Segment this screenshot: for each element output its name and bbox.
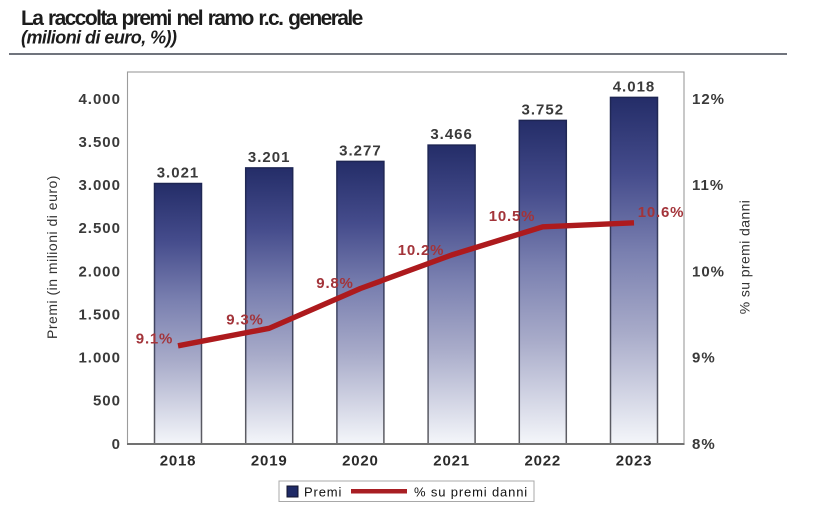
svg-text:1.000: 1.000 bbox=[78, 350, 121, 367]
svg-text:12%: 12% bbox=[692, 91, 725, 108]
svg-text:2021: 2021 bbox=[433, 453, 470, 470]
svg-text:La raccolta premi nel ramo r.c: La raccolta premi nel ramo r.c. generale bbox=[21, 7, 363, 30]
svg-text:4.018: 4.018 bbox=[613, 78, 656, 95]
svg-text:3.752: 3.752 bbox=[522, 101, 565, 118]
svg-text:10.6%: 10.6% bbox=[638, 204, 685, 221]
svg-text:9%: 9% bbox=[692, 350, 716, 367]
svg-text:2.500: 2.500 bbox=[78, 220, 121, 237]
svg-text:3.466: 3.466 bbox=[430, 126, 473, 143]
svg-text:10.2%: 10.2% bbox=[398, 242, 445, 259]
svg-text:3.500: 3.500 bbox=[78, 134, 121, 151]
svg-text:3.000: 3.000 bbox=[78, 177, 121, 194]
svg-text:2022: 2022 bbox=[525, 453, 562, 470]
svg-text:2018: 2018 bbox=[160, 453, 197, 470]
svg-text:Premi (in milioni di euro): Premi (in milioni di euro) bbox=[44, 175, 60, 339]
svg-text:4.000: 4.000 bbox=[78, 91, 121, 108]
svg-text:3.277: 3.277 bbox=[339, 142, 382, 159]
svg-text:9.3%: 9.3% bbox=[226, 312, 263, 329]
svg-text:10%: 10% bbox=[692, 263, 725, 280]
svg-text:10.5%: 10.5% bbox=[489, 208, 536, 225]
svg-text:9.1%: 9.1% bbox=[136, 331, 173, 348]
svg-text:2019: 2019 bbox=[251, 453, 288, 470]
svg-text:11%: 11% bbox=[692, 177, 724, 194]
svg-text:% su premi danni: % su premi danni bbox=[414, 485, 528, 500]
svg-text:500: 500 bbox=[93, 393, 121, 410]
svg-text:3.201: 3.201 bbox=[248, 149, 291, 166]
svg-text:2.000: 2.000 bbox=[78, 263, 121, 280]
svg-text:9.8%: 9.8% bbox=[316, 275, 353, 292]
svg-text:2020: 2020 bbox=[342, 453, 379, 470]
svg-text:% su premi danni: % su premi danni bbox=[737, 200, 753, 315]
svg-text:1.500: 1.500 bbox=[78, 306, 121, 323]
svg-text:Premi: Premi bbox=[304, 485, 342, 500]
svg-text:2023: 2023 bbox=[616, 453, 653, 470]
svg-text:0: 0 bbox=[112, 436, 121, 453]
svg-text:3.021: 3.021 bbox=[157, 165, 200, 182]
svg-text:8%: 8% bbox=[692, 436, 716, 453]
svg-text:(milioni di euro, %)): (milioni di euro, %)) bbox=[21, 28, 177, 48]
